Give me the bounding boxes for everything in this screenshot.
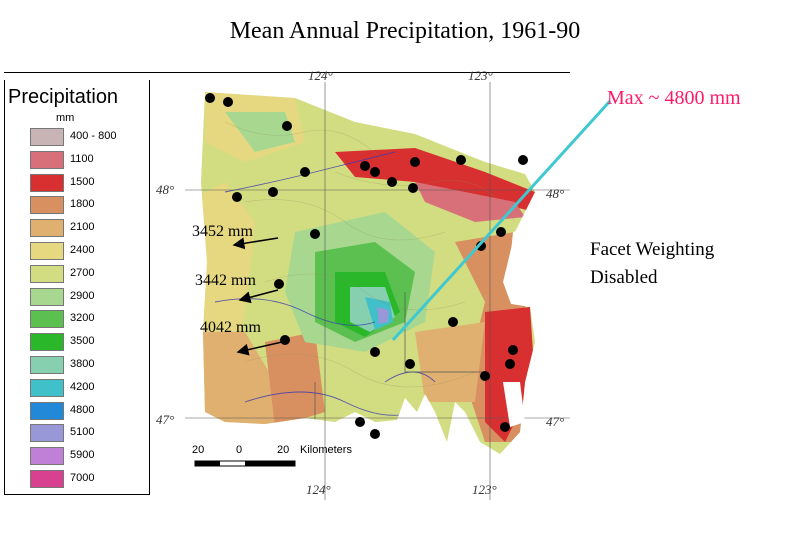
legend-swatch	[30, 173, 64, 192]
weather-stations	[205, 93, 528, 439]
lat-left-48: 48°	[156, 182, 175, 197]
legend-label: 1800	[70, 198, 95, 211]
legend-swatch	[30, 424, 64, 443]
station-annotation-1: 3452 mm	[192, 223, 253, 240]
lon-top-123: 123°	[468, 68, 493, 83]
precipitation-map	[185, 82, 570, 500]
station-annotation-2: 3442 mm	[195, 272, 256, 289]
legend-swatch	[30, 287, 64, 306]
scale-tick-zero: 0	[236, 444, 243, 456]
scale-unit: Kilometers	[300, 444, 352, 456]
facet-weighting-note: Facet Weighting Disabled	[590, 236, 714, 292]
legend-label: 7000	[70, 472, 95, 484]
scale-bar	[194, 460, 296, 467]
legend-label: 3500	[70, 335, 95, 348]
legend-swatch	[30, 378, 64, 397]
legend-label: 1100	[70, 152, 94, 165]
station-annotation-3: 4042 mm	[200, 319, 261, 336]
max-annotation: Max ~ 4800 mm	[607, 87, 741, 109]
legend-unit: mm	[56, 112, 75, 124]
legend-swatch	[30, 128, 64, 146]
lon-bottom-124: 124°	[306, 482, 331, 497]
legend-swatch	[30, 447, 64, 466]
scale-tick-right: 20	[277, 444, 290, 456]
lat-left-47: 47°	[156, 412, 175, 427]
legend-label: 5900	[70, 449, 95, 462]
scale-tick-left: 20	[192, 444, 205, 456]
legend-label: 2400	[70, 244, 95, 256]
legend-swatch	[30, 356, 64, 374]
legend-label: 3200	[70, 312, 95, 325]
legend-label: 400 - 800	[70, 130, 117, 142]
map-title: Mean Annual Precipitation, 1961-90	[229, 18, 581, 44]
legend-swatch	[30, 401, 64, 420]
legend-swatch	[30, 310, 64, 329]
legend-label: 5100	[70, 426, 95, 439]
legend-label: 2700	[70, 266, 95, 279]
legend-swatch	[30, 470, 64, 488]
legend-label: 3800	[70, 358, 95, 370]
legend-panel	[4, 80, 150, 495]
facet-note-line-2: Disabled	[590, 267, 658, 288]
legend-label: 4200	[70, 380, 95, 393]
legend-swatch	[30, 333, 64, 352]
graticule-lines	[185, 82, 570, 500]
lon-top-124: 124°	[308, 68, 333, 83]
legend-swatch	[30, 219, 64, 238]
lat-right-48: 48°	[546, 186, 565, 201]
legend-label: 2900	[70, 289, 95, 302]
legend-swatch	[30, 196, 64, 215]
legend-label: 4800	[70, 403, 95, 416]
lon-bottom-123: 123°	[472, 482, 497, 497]
legend-label: 2100	[70, 221, 95, 234]
legend-swatch	[30, 242, 64, 260]
legend-swatch	[30, 150, 64, 169]
legend-label: 1500	[70, 175, 95, 188]
legend-swatch	[30, 264, 64, 283]
legend-title: Precipitation	[8, 86, 119, 108]
frame-top-border	[4, 72, 570, 73]
lat-right-47: 47°	[546, 414, 565, 429]
facet-note-line-1: Facet Weighting	[590, 239, 715, 260]
